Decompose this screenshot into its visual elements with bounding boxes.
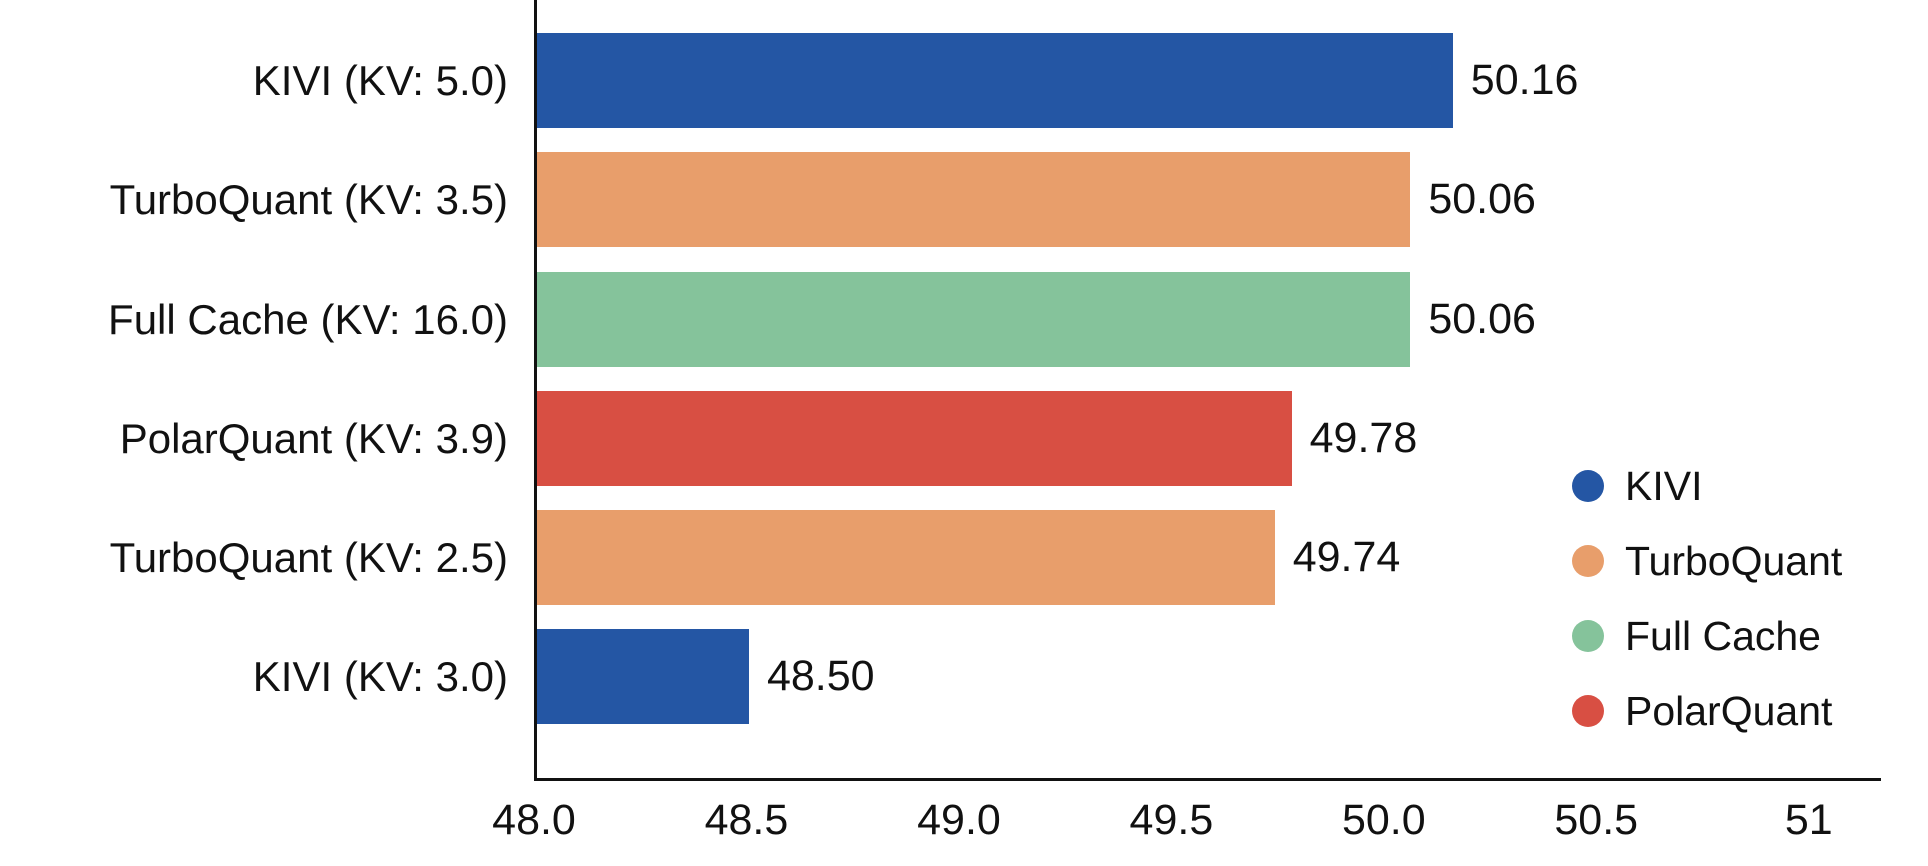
value-label: 50.16 (1470, 56, 1579, 104)
bar (537, 629, 749, 724)
bar-row: Full Cache (KV: 16.0) 50.06 (108, 272, 1881, 367)
bar (537, 33, 1453, 128)
legend-label: PolarQuant (1625, 687, 1833, 734)
category-label: KIVI (KV: 3.0) (252, 652, 508, 700)
bar (537, 510, 1275, 605)
category-label: TurboQuant (KV: 2.5) (109, 533, 508, 581)
value-label: 49.74 (1292, 533, 1401, 581)
legend-item: KIVI (1572, 462, 1842, 510)
bar-row: KIVI (KV: 5.0) 50.16 (253, 33, 1881, 128)
x-tick-label: 50.0 (1341, 796, 1426, 844)
plot-area: KIVI (KV: 5.0) 50.16 TurboQuant (KV: 3.5… (108, 0, 1881, 781)
x-tick-label: 49.0 (917, 796, 1001, 844)
value-label: 50.06 (1428, 295, 1536, 343)
bar (537, 391, 1292, 486)
category-label: PolarQuant (KV: 3.9) (119, 414, 508, 462)
legend-dot-icon (1572, 695, 1604, 727)
legend-item: Full Cache (1572, 612, 1842, 660)
category-label: Full Cache (KV: 16.0) (108, 295, 508, 343)
legend-dot-icon (1572, 620, 1604, 652)
bar-row: KIVI (KV: 3.0) 48.50 (253, 629, 1881, 724)
legend-label: Full Cache (1625, 612, 1821, 659)
x-tick-label: 49.5 (1129, 796, 1214, 844)
bar-row: PolarQuant (KV: 3.9) 49.78 (120, 391, 1881, 486)
category-label: KIVI (KV: 5.0) (252, 56, 508, 104)
value-label: 48.50 (766, 652, 875, 700)
legend-item: TurboQuant (1572, 537, 1842, 585)
bar (537, 152, 1411, 247)
legend-label: TurboQuant (1625, 537, 1843, 584)
value-label: 49.78 (1309, 414, 1418, 462)
x-tick-label: 48.0 (492, 796, 576, 844)
legend: KIVI TurboQuant Full Cache PolarQuant (1572, 462, 1842, 735)
x-tick-label: 48.5 (704, 796, 789, 844)
legend-item: PolarQuant (1572, 687, 1842, 735)
value-label: 50.06 (1428, 175, 1536, 223)
bar-row: TurboQuant (KV: 2.5) 49.74 (110, 510, 1881, 605)
x-tick-label: 50.5 (1554, 796, 1639, 844)
legend-label: KIVI (1625, 462, 1703, 509)
legend-dot-icon (1572, 470, 1604, 502)
bar (537, 272, 1411, 367)
x-tick-label: 51 (1784, 796, 1833, 844)
bar-row: TurboQuant (KV: 3.5) 50.06 (110, 152, 1881, 247)
legend-dot-icon (1572, 545, 1604, 577)
x-axis: 48.0 48.5 49.0 49.5 50.0 50.5 51 (492, 781, 1881, 866)
category-label: TurboQuant (KV: 3.5) (109, 175, 508, 223)
